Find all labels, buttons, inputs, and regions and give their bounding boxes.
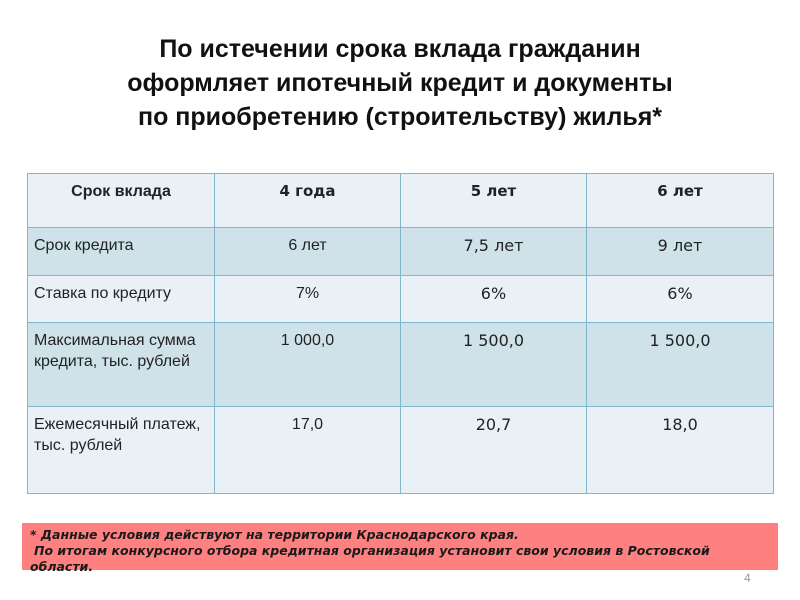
table-row-credit-term: Срок кредита 6 лет 7,5 лет 9 лет (27, 227, 774, 276)
footnote-line-3: области. (30, 559, 94, 574)
cell-value: 6% (586, 275, 774, 323)
cell-value: 6% (400, 275, 587, 323)
cell-value: 7% (214, 275, 401, 323)
cell-value: 9 лет (586, 227, 774, 276)
cell-value: 1 500,0 (586, 322, 774, 407)
cell-value: 6 лет (214, 227, 401, 276)
mortgage-terms-table: Срок вклада 4 года 5 лет 6 лет Срок кред… (27, 173, 774, 494)
footnote-box (22, 523, 778, 570)
footnote-text: * Данные условия действуют на территории… (30, 527, 760, 575)
cell-value: 7,5 лет (400, 227, 587, 276)
row-label: Ставка по кредиту (27, 275, 215, 323)
table-row-max-credit: Максимальная сумма кредита, тыс. рублей … (27, 322, 774, 407)
cell-value: 1 500,0 (400, 322, 587, 407)
slide-title: По истечении срока вклада гражданин офор… (60, 32, 740, 134)
table-row-credit-rate: Ставка по кредиту 7% 6% 6% (27, 275, 774, 323)
row-label: Максимальная сумма кредита, тыс. рублей (27, 322, 215, 407)
title-line-1: По истечении срока вклада гражданин (159, 35, 641, 63)
cell-value: 18,0 (586, 406, 774, 494)
table-header-row: Срок вклада 4 года 5 лет 6 лет (27, 173, 774, 228)
footnote-line-1: * Данные условия действуют на территории… (30, 527, 519, 542)
title-line-2: оформляет ипотечный кредит и документы (127, 69, 673, 97)
cell-value: 1 000,0 (214, 322, 401, 407)
header-5-years: 5 лет (400, 173, 587, 228)
row-label: Ежемесячный платеж, тыс. рублей (27, 406, 215, 494)
header-4-years: 4 года (214, 173, 401, 228)
title-line-3: по приобретению (строительству) жилья* (137, 103, 663, 131)
page-number: 4 (744, 571, 751, 585)
table-row-monthly-payment: Ежемесячный платеж, тыс. рублей 17,0 20,… (27, 406, 774, 494)
header-6-years: 6 лет (586, 173, 774, 228)
footnote-line-2: По итогам конкурсного отбора кредитная о… (34, 543, 710, 558)
header-deposit-term: Срок вклада (27, 173, 215, 228)
row-label: Срок кредита (27, 227, 215, 276)
cell-value: 17,0 (214, 406, 401, 494)
cell-value: 20,7 (400, 406, 587, 494)
